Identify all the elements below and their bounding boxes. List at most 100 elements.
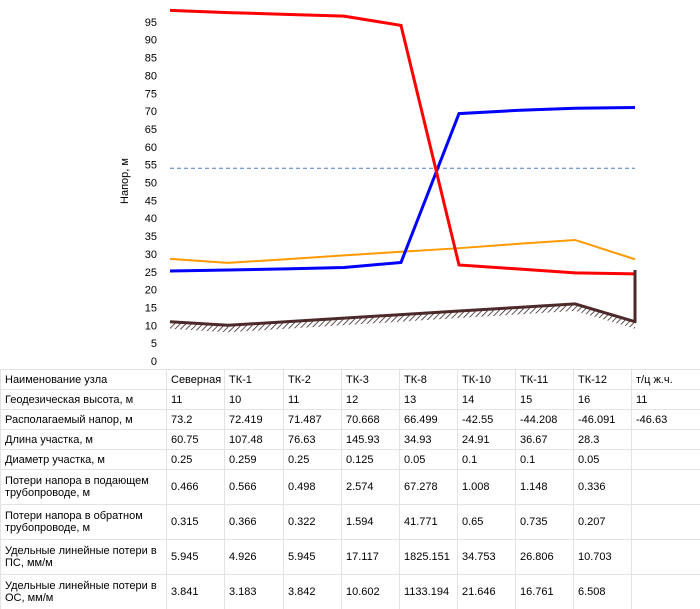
- table-cell: 76.63: [284, 430, 342, 450]
- table-cell: 3.842: [284, 575, 342, 609]
- table-cell: 1.148: [516, 470, 574, 505]
- table-cell: 34.753: [458, 540, 516, 575]
- table-cell: 67.278: [400, 470, 458, 505]
- table-cell: 0.315: [167, 505, 225, 540]
- table-cell: -46.091: [574, 410, 632, 430]
- table-cell: 0.336: [574, 470, 632, 505]
- table-cell: 0.207: [574, 505, 632, 540]
- y-tick-label: 15: [145, 302, 157, 314]
- y-tick-label: 90: [145, 35, 157, 47]
- table-cell: ТК-10: [458, 370, 516, 390]
- table-cell: Северная: [167, 370, 225, 390]
- table-cell: 0.366: [225, 505, 284, 540]
- row-label: Удельные линейные потери в ПС, мм/м: [1, 540, 167, 575]
- row-label: Располагаемый напор, м: [1, 410, 167, 430]
- y-tick-label: 0: [151, 356, 157, 368]
- table-row: Потери напора в обратном трубопроводе, м…: [1, 505, 700, 540]
- table-cell: 13: [400, 390, 458, 410]
- table-cell: 1133.194: [400, 575, 458, 609]
- table-cell: 70.668: [342, 410, 400, 430]
- table-cell: 16: [574, 390, 632, 410]
- table-cell: 0.05: [400, 450, 458, 470]
- series-lines: [170, 10, 635, 325]
- table-cell: 0.259: [225, 450, 284, 470]
- table-cell: 0.25: [284, 450, 342, 470]
- table-cell: 24.91: [458, 430, 516, 450]
- table-cell: 1.008: [458, 470, 516, 505]
- table-cell: 73.2: [167, 410, 225, 430]
- table-cell: 71.487: [284, 410, 342, 430]
- table-cell: 0.25: [167, 450, 225, 470]
- table-cell: 0.566: [225, 470, 284, 505]
- table-cell: 0.322: [284, 505, 342, 540]
- y-tick-label: 30: [145, 249, 157, 261]
- y-tick-label: 80: [145, 70, 157, 82]
- table-cell: ТК-3: [342, 370, 400, 390]
- y-tick-label: 40: [145, 213, 157, 225]
- y-tick-label: 55: [145, 160, 157, 172]
- table-cell: 16.761: [516, 575, 574, 609]
- table-cell: [632, 450, 700, 470]
- y-tick-label: 25: [145, 267, 157, 279]
- y-axis-label: Напор, м: [119, 158, 131, 204]
- y-tick-label: 75: [145, 88, 157, 100]
- table-cell: 4.926: [225, 540, 284, 575]
- table-cell: 11: [632, 390, 700, 410]
- table-cell: 3.183: [225, 575, 284, 609]
- table-cell: 10.703: [574, 540, 632, 575]
- table-cell: ТК-11: [516, 370, 574, 390]
- table-cell: 34.93: [400, 430, 458, 450]
- table-cell: 1825.151: [400, 540, 458, 575]
- row-label: Удельные линейные потери в ОС, мм/м: [1, 575, 167, 609]
- y-tick-label: 85: [145, 53, 157, 65]
- row-label: Геодезическая высота, м: [1, 390, 167, 410]
- y-tick-label: 45: [145, 195, 157, 207]
- row-label: Потери напора в обратном трубопроводе, м: [1, 505, 167, 540]
- table-cell: [632, 575, 700, 609]
- table-cell: -44.208: [516, 410, 574, 430]
- table-cell: 0.65: [458, 505, 516, 540]
- table-cell: 15: [516, 390, 574, 410]
- y-tick-label: 60: [145, 142, 157, 154]
- table-cell: 12: [342, 390, 400, 410]
- ground-hatch: [170, 304, 635, 332]
- table-cell: 14: [458, 390, 516, 410]
- row-label: Диаметр участка, м: [1, 450, 167, 470]
- table-cell: 5.945: [167, 540, 225, 575]
- table-cell: 2.574: [342, 470, 400, 505]
- table-cell: 5.945: [284, 540, 342, 575]
- table-cell: 10.602: [342, 575, 400, 609]
- table-cell: 0.1: [458, 450, 516, 470]
- table-cell: 60.75: [167, 430, 225, 450]
- table-cell: 72.419: [225, 410, 284, 430]
- table-cell: 6.508: [574, 575, 632, 609]
- table-cell: 145.93: [342, 430, 400, 450]
- row-label: Потери напора в подающем трубопроводе, м: [1, 470, 167, 505]
- table-cell: 3.841: [167, 575, 225, 609]
- table-cell: 0.1: [516, 450, 574, 470]
- table-cell: 11: [284, 390, 342, 410]
- return-head-line: [170, 108, 635, 272]
- table-cell: ТК-12: [574, 370, 632, 390]
- table-cell: ТК-8: [400, 370, 458, 390]
- table-cell: 28.3: [574, 430, 632, 450]
- row-label: Наименование узла: [1, 370, 167, 390]
- table-cell: 1.594: [342, 505, 400, 540]
- table-cell: ТК-1: [225, 370, 284, 390]
- y-tick-label: 50: [145, 178, 157, 190]
- table-cell: 10: [225, 390, 284, 410]
- table-cell: 0.125: [342, 450, 400, 470]
- table-cell: 21.646: [458, 575, 516, 609]
- table-cell: т/ц ж.ч.: [632, 370, 700, 390]
- table-cell: 11: [167, 390, 225, 410]
- table-cell: 107.48: [225, 430, 284, 450]
- table-cell: [632, 430, 700, 450]
- y-tick-label: 20: [145, 285, 157, 297]
